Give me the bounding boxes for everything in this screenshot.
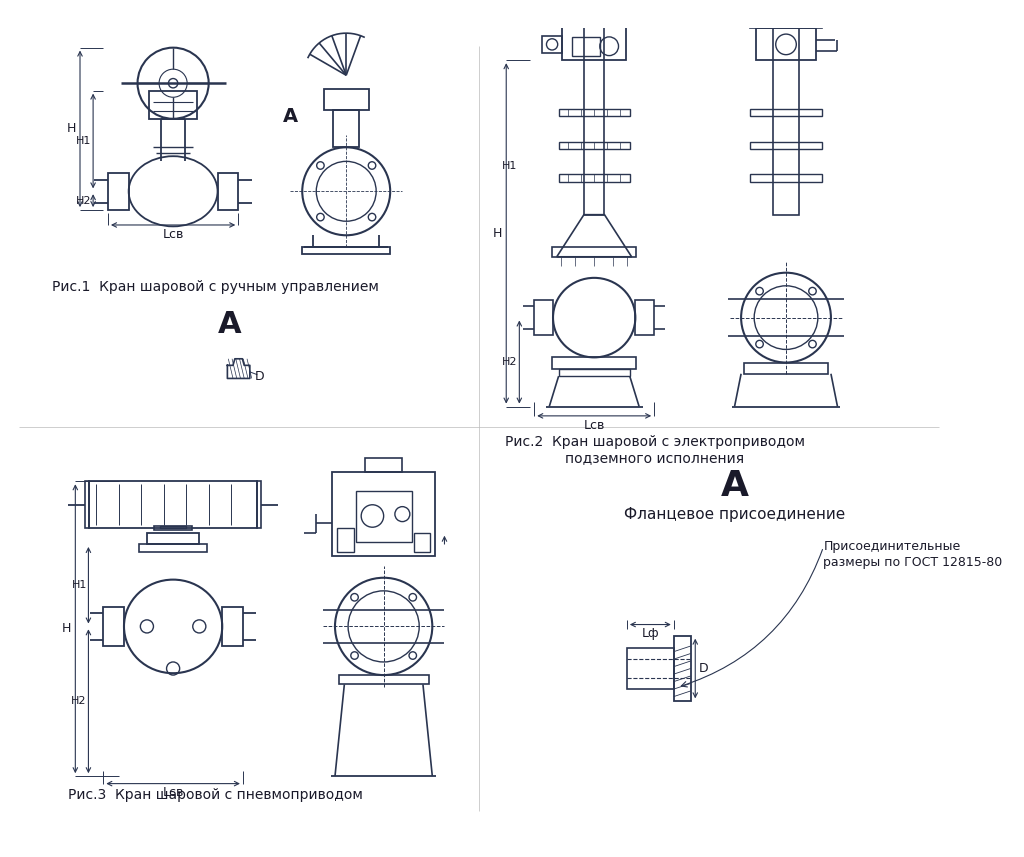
Bar — [559, 369, 630, 376]
Text: Lф: Lф — [641, 627, 659, 640]
Text: размеры по ГОСТ 12815-80: размеры по ГОСТ 12815-80 — [823, 556, 1002, 569]
Bar — [751, 175, 821, 182]
Bar — [584, 15, 604, 215]
Bar — [414, 533, 430, 552]
Text: D: D — [698, 662, 709, 675]
Bar — [773, 18, 799, 215]
Text: H2: H2 — [502, 357, 518, 367]
Bar — [148, 91, 198, 119]
Bar — [542, 36, 562, 53]
Bar — [85, 482, 89, 528]
Bar — [743, 363, 828, 374]
Bar — [557, 15, 632, 25]
Bar — [635, 300, 654, 335]
Bar — [751, 18, 821, 27]
Bar — [365, 458, 402, 472]
Bar — [751, 109, 821, 117]
Text: А: А — [721, 469, 749, 503]
Bar — [109, 172, 129, 210]
Text: Рис.3  Кран шаровой с пневмоприводом: Рис.3 Кран шаровой с пневмоприводом — [68, 788, 362, 802]
Bar — [332, 472, 435, 556]
Bar — [139, 544, 207, 552]
Text: Рис.1  Кран шаровой с ручным управлением: Рис.1 Кран шаровой с ручным управлением — [52, 279, 379, 294]
Bar — [756, 27, 816, 60]
Bar — [146, 533, 200, 544]
Bar — [535, 300, 553, 335]
Text: Lсв: Lсв — [163, 787, 183, 800]
Text: Фланцевое присоединение: Фланцевое присоединение — [624, 506, 845, 522]
Text: H: H — [67, 123, 76, 135]
Bar — [627, 648, 674, 689]
Bar — [217, 172, 239, 210]
Bar — [674, 636, 690, 701]
Text: H2: H2 — [76, 195, 91, 206]
Bar — [160, 526, 186, 528]
Text: Lсв: Lсв — [584, 419, 605, 432]
Text: Рис.2  Кран шаровой с электроприводом: Рис.2 Кран шаровой с электроприводом — [505, 435, 805, 449]
Bar — [89, 482, 257, 528]
Bar — [337, 528, 353, 552]
Text: H1: H1 — [503, 161, 518, 171]
Text: H: H — [494, 227, 503, 240]
Bar — [559, 141, 630, 149]
Bar — [559, 109, 630, 117]
Text: Lсв: Lсв — [163, 228, 183, 241]
Text: Присоединительные: Присоединительные — [823, 541, 961, 554]
Text: H1: H1 — [72, 580, 87, 590]
Bar — [324, 89, 369, 110]
Bar — [552, 248, 636, 257]
Text: D: D — [254, 370, 264, 383]
Bar — [155, 526, 191, 530]
Bar — [333, 110, 359, 147]
Text: H1: H1 — [76, 136, 91, 146]
Text: А: А — [283, 107, 298, 126]
Bar — [339, 675, 429, 685]
Bar — [552, 357, 636, 369]
Text: H2: H2 — [72, 696, 87, 706]
Bar — [559, 175, 630, 182]
Bar — [222, 607, 243, 646]
Bar — [103, 607, 124, 646]
Text: подземного исполнения: подземного исполнения — [565, 451, 744, 465]
Bar — [751, 141, 821, 149]
Bar — [257, 482, 261, 528]
Bar — [355, 491, 412, 542]
Bar — [562, 25, 626, 60]
Bar — [571, 37, 600, 56]
Text: А: А — [217, 309, 241, 339]
Text: H: H — [62, 622, 72, 635]
Bar — [302, 248, 390, 254]
